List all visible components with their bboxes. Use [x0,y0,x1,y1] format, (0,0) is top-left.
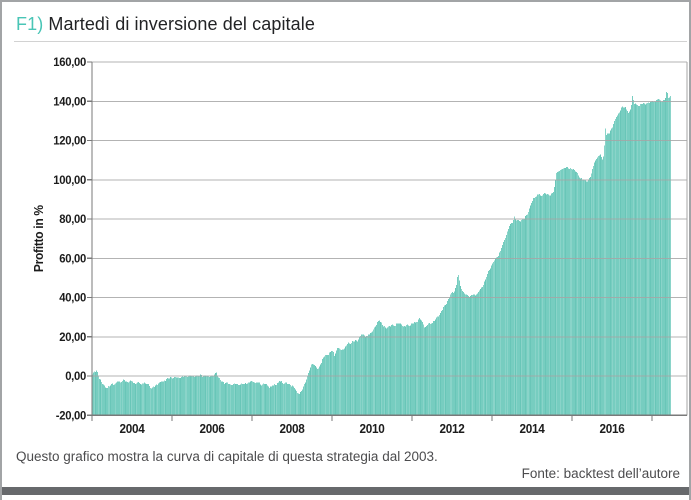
chart-canvas: 160,00 140,00 120,00 100,00 80,00 60,00 40,00 2… [32,56,688,436]
svg-text:2010: 2010 [359,422,385,436]
svg-text:0,00: 0,00 [65,370,86,383]
svg-text:2004: 2004 [119,422,145,436]
svg-text:100,00: 100,00 [53,174,86,187]
figure-number-label: F1) [16,14,44,34]
svg-text:60,00: 60,00 [59,252,86,265]
caption-text: Questo grafico mostra la curva di capita… [16,449,438,464]
svg-text:Profitto in %: Profitto in % [32,205,46,272]
svg-text:20,00: 20,00 [59,331,86,344]
svg-text:120,00: 120,00 [53,134,86,147]
source-text: Fonte: backtest dell’autore [521,466,680,481]
svg-text:2012: 2012 [439,422,465,436]
svg-text:2014: 2014 [519,422,545,436]
svg-text:2006: 2006 [199,422,225,436]
svg-text:2008: 2008 [279,422,305,436]
svg-text:-20,00: -20,00 [56,409,86,422]
svg-text:160,00: 160,00 [53,56,86,69]
title-divider-line [14,41,687,42]
svg-text:140,00: 140,00 [53,95,86,108]
caption-block: Questo grafico mostra la curva di capita… [16,449,680,482]
svg-text:2016: 2016 [599,422,625,436]
figure-title-row: F1) Martedì di inversione del capitale [16,14,679,35]
svg-text:80,00: 80,00 [59,213,86,226]
footer-bar [2,487,689,495]
svg-text:40,00: 40,00 [59,291,86,304]
figure-title: Martedì di inversione del capitale [48,14,315,34]
